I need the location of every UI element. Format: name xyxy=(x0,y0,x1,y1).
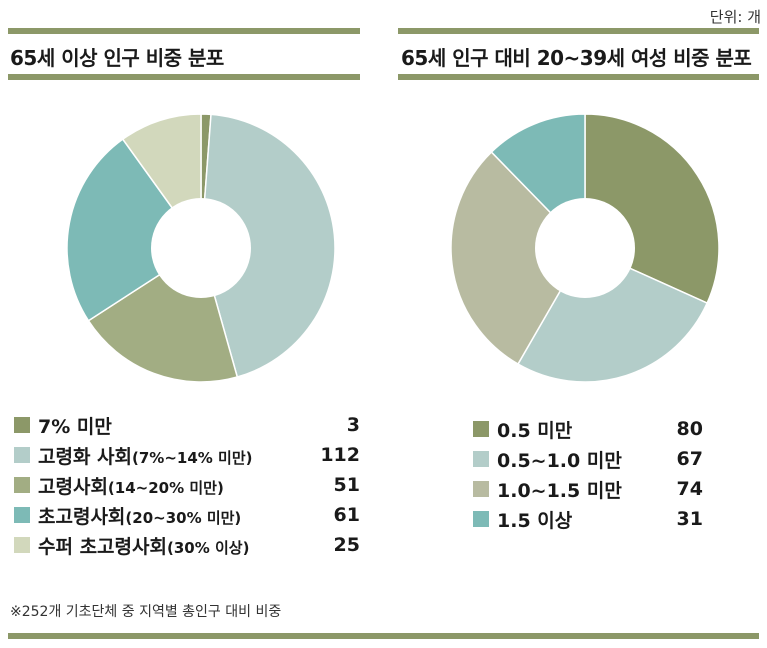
legend-swatch xyxy=(473,451,489,467)
legend-label-main: 고령사회 xyxy=(38,475,108,498)
legend-item: 0.5~1.0 미만 67 xyxy=(473,444,703,474)
legend-label: 7% 미만 xyxy=(38,412,347,439)
legend-swatch xyxy=(14,447,30,463)
donut-hole xyxy=(151,198,251,298)
donut-slice xyxy=(516,247,709,383)
legend-label-main: 초고령사회 xyxy=(38,505,126,528)
legend-swatch xyxy=(14,537,30,553)
legend-item: 초고령사회(20~30% 미만) 61 xyxy=(14,500,360,530)
legend-value: 80 xyxy=(676,418,703,440)
legend-label-main: 0.5~1.0 미만 xyxy=(497,449,622,472)
legend-swatch xyxy=(473,421,489,437)
legend-value: 74 xyxy=(676,478,703,500)
right-title-underline xyxy=(398,74,759,80)
donut-slice xyxy=(66,138,203,322)
legend-item: 1.5 이상 31 xyxy=(473,504,703,534)
legend-label-sub: (7%~14% 미만) xyxy=(132,448,253,467)
legend-value: 67 xyxy=(676,448,703,470)
legend-label-main: 고령화 사회 xyxy=(38,445,133,468)
legend-value: 31 xyxy=(676,508,703,530)
right-top-rule xyxy=(398,28,759,34)
legend-swatch xyxy=(14,417,30,433)
left-title-underline xyxy=(8,74,360,80)
legend-item: 수퍼 초고령사회(30% 이상) 25 xyxy=(14,530,360,560)
legend-label: 수퍼 초고령사회(30% 이상) xyxy=(38,532,334,559)
legend-label-main: 0.5 미만 xyxy=(497,419,573,442)
legend-label: 1.5 이상 xyxy=(497,506,677,533)
legend-label-sub: (14~20% 미만) xyxy=(107,478,224,497)
left-chart-title: 65세 이상 인구 비중 분포 xyxy=(10,46,224,70)
legend-item: 1.0~1.5 미만 74 xyxy=(473,474,703,504)
legend-label-main: 1.0~1.5 미만 xyxy=(497,479,622,502)
legend-value: 112 xyxy=(320,444,360,466)
donut-slice xyxy=(200,113,336,378)
donut-hole xyxy=(535,198,635,298)
unit-label: 단위: 개 xyxy=(709,8,761,26)
right-donut-chart xyxy=(450,113,720,383)
legend-label: 초고령사회(20~30% 미만) xyxy=(38,502,334,529)
legend-label-sub: (30% 이상) xyxy=(166,538,250,557)
legend-swatch xyxy=(473,481,489,497)
legend-item: 고령사회(14~20% 미만) 51 xyxy=(14,470,360,500)
left-donut-chart xyxy=(66,113,336,383)
legend-value: 51 xyxy=(333,474,360,496)
legend-label: 고령화 사회(7%~14% 미만) xyxy=(38,442,320,469)
footnote: ※252개 기초단체 중 지역별 총인구 대비 비중 xyxy=(10,604,282,620)
right-legend: 0.5 미만 80 0.5~1.0 미만 67 1.0~1.5 미만 74 1.5 이상 31 xyxy=(473,414,703,534)
legend-swatch xyxy=(473,511,489,527)
legend-label: 0.5~1.0 미만 xyxy=(497,446,677,473)
legend-label: 0.5 미만 xyxy=(497,416,677,443)
legend-value: 3 xyxy=(346,414,360,436)
donut-slice xyxy=(450,151,586,366)
legend-label-sub: (20~30% 미만) xyxy=(125,508,242,527)
legend-swatch xyxy=(14,477,30,493)
right-chart-title: 65세 인구 대비 20~39세 여성 비중 분포 xyxy=(401,46,752,70)
left-top-rule xyxy=(8,28,360,34)
legend-value: 61 xyxy=(333,504,360,526)
legend-swatch xyxy=(14,507,30,523)
legend-label: 고령사회(14~20% 미만) xyxy=(38,472,334,499)
legend-item: 7% 미만 3 xyxy=(14,410,360,440)
bottom-rule xyxy=(8,633,759,639)
legend-item: 0.5 미만 80 xyxy=(473,414,703,444)
legend-label-main: 7% 미만 xyxy=(38,415,112,438)
legend-label: 1.0~1.5 미만 xyxy=(497,476,677,503)
legend-item: 고령화 사회(7%~14% 미만) 112 xyxy=(14,440,360,470)
legend-label-main: 수퍼 초고령사회 xyxy=(38,535,167,558)
left-legend: 7% 미만 3 고령화 사회(7%~14% 미만) 112 고령사회(14~20% 미만… xyxy=(14,410,360,560)
legend-label-main: 1.5 이상 xyxy=(497,509,573,532)
legend-value: 25 xyxy=(333,534,360,556)
